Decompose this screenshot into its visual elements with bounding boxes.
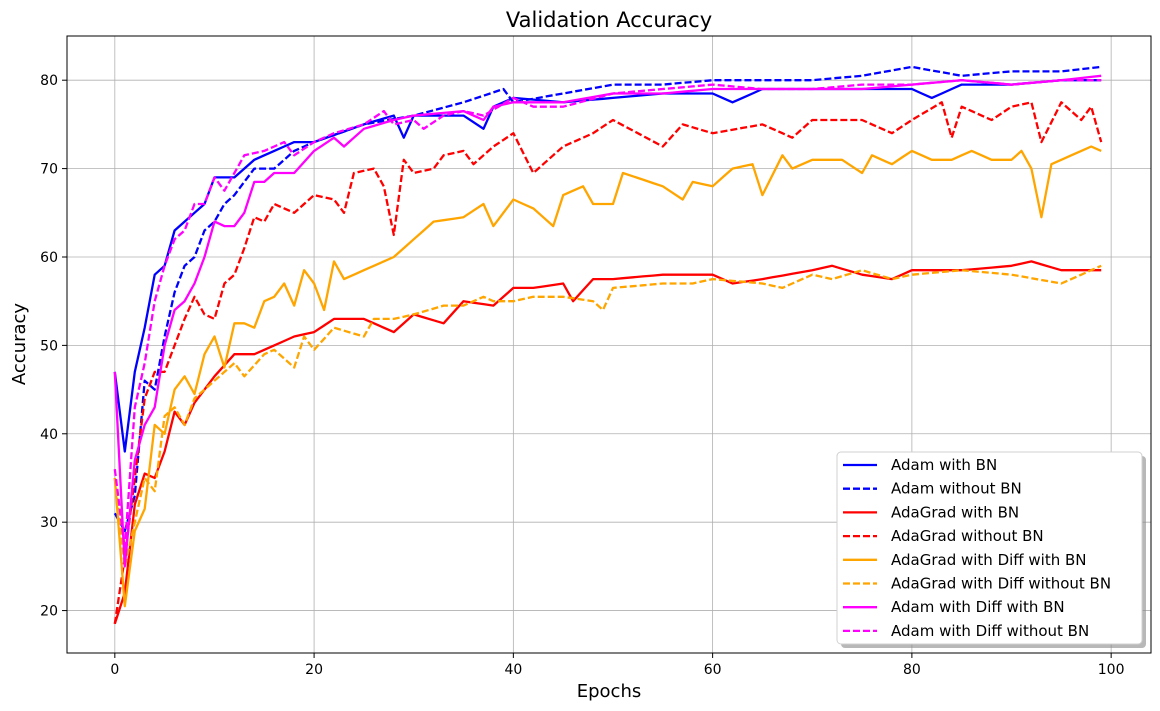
legend-box (836, 451, 1143, 645)
series-line-4 (113, 101, 1103, 624)
legend-label-8: Adam with Diff without BN (891, 622, 1089, 640)
legend-label-5: AdaGrad with Diff with BN (891, 551, 1087, 569)
series-line-7 (113, 74, 1102, 568)
x-tick-label: 60 (704, 662, 722, 678)
series-lines (113, 65, 1103, 625)
legend-label-3: AdaGrad with BN (891, 503, 1019, 521)
legend-label-1: Adam with BN (891, 456, 997, 474)
series-line-3 (113, 260, 1102, 625)
x-tick-label: 100 (1098, 662, 1125, 678)
y-tick-label: 40 (40, 427, 58, 443)
y-axis-label: Accuracy (9, 303, 30, 386)
legend-label-2: Adam without BN (891, 480, 1022, 498)
x-tick-label: 40 (504, 662, 522, 678)
series-line-6 (113, 264, 1102, 568)
legend-label-4: AdaGrad without BN (891, 527, 1044, 545)
y-tick-label: 80 (40, 73, 58, 89)
y-tick-label: 60 (40, 250, 58, 266)
plot-frame (66, 35, 1152, 654)
legend-label-6: AdaGrad with Diff without BN (891, 575, 1111, 593)
chart-title: Validation Accuracy (506, 8, 712, 32)
legend: Adam with BN Adam without BN AdaGrad with … (836, 451, 1146, 648)
x-tick-label: 80 (903, 662, 921, 678)
y-tick-label: 70 (40, 162, 58, 178)
ticks: 0 20 40 60 80 100 20 30 40 50 60 70 80 (40, 73, 1124, 678)
series-line-5 (113, 145, 1102, 608)
series-line-2 (113, 65, 1102, 533)
legend-items: Adam with BN Adam without BN AdaGrad with … (843, 456, 1111, 640)
legend-label-7: Adam with Diff with BN (891, 598, 1065, 616)
x-tick-label: 20 (305, 662, 323, 678)
series-line-1 (113, 79, 1102, 453)
y-tick-label: 50 (40, 338, 58, 354)
y-tick-label: 20 (40, 604, 58, 620)
x-axis-label: Epochs (577, 681, 642, 702)
x-tick-label: 0 (110, 662, 119, 678)
y-tick-label: 30 (40, 515, 58, 531)
